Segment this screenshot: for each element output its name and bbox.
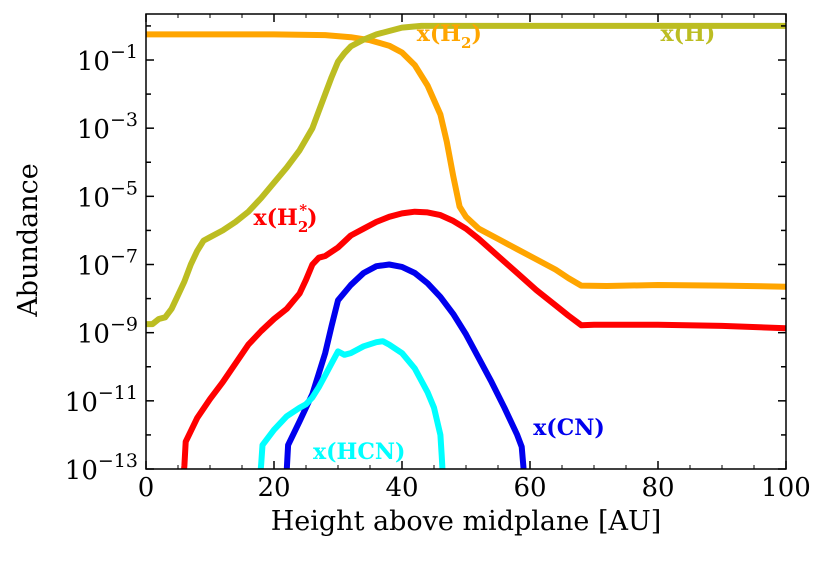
y-tick-label: 10−13 bbox=[65, 450, 138, 486]
series-line-x-h2-star bbox=[181, 208, 786, 469]
y-tick-label: 10−7 bbox=[77, 246, 138, 282]
x-tick-label: 0 bbox=[138, 473, 155, 503]
y-tick-label: 10−1 bbox=[77, 41, 138, 77]
series-label-x-cn: x(CN) bbox=[533, 415, 605, 441]
series-label-x-h2: x(H2) bbox=[417, 21, 482, 52]
x-tick-label: 80 bbox=[641, 473, 674, 503]
series-line-x-hcn bbox=[257, 338, 446, 469]
x-tick-label: 20 bbox=[257, 473, 290, 503]
x-tick-label: 100 bbox=[761, 473, 811, 503]
series-line-x-h2 bbox=[146, 31, 786, 290]
series-label-x-h: x(H) bbox=[661, 21, 716, 47]
x-tick-label: 40 bbox=[385, 473, 418, 503]
plot-frame bbox=[145, 13, 787, 470]
annotation-layer: x(H2) x(H) x(H2*) x(CN) x(HCN) bbox=[254, 21, 716, 465]
series-label-x-hcn: x(HCN) bbox=[313, 439, 405, 465]
y-axis-title: Abundance bbox=[13, 163, 44, 317]
x-tick-label: 60 bbox=[513, 473, 546, 503]
series-label-x-h2-star: x(H2*) bbox=[254, 201, 318, 236]
y-tick-label: 10−9 bbox=[77, 314, 138, 350]
series-line-x-h bbox=[146, 22, 786, 328]
y-tick-label: 10−5 bbox=[77, 177, 138, 213]
y-tick-label: 10−3 bbox=[77, 109, 138, 145]
series-layer bbox=[146, 22, 786, 469]
y-tick-label: 10−11 bbox=[65, 382, 138, 418]
x-axis-title: Height above midplane [AU] bbox=[271, 506, 662, 537]
ticks-layer: 0 20 40 60 80 100 10−1 10−3 10−5 10−7 10−9 10−11 10−… bbox=[65, 14, 811, 503]
